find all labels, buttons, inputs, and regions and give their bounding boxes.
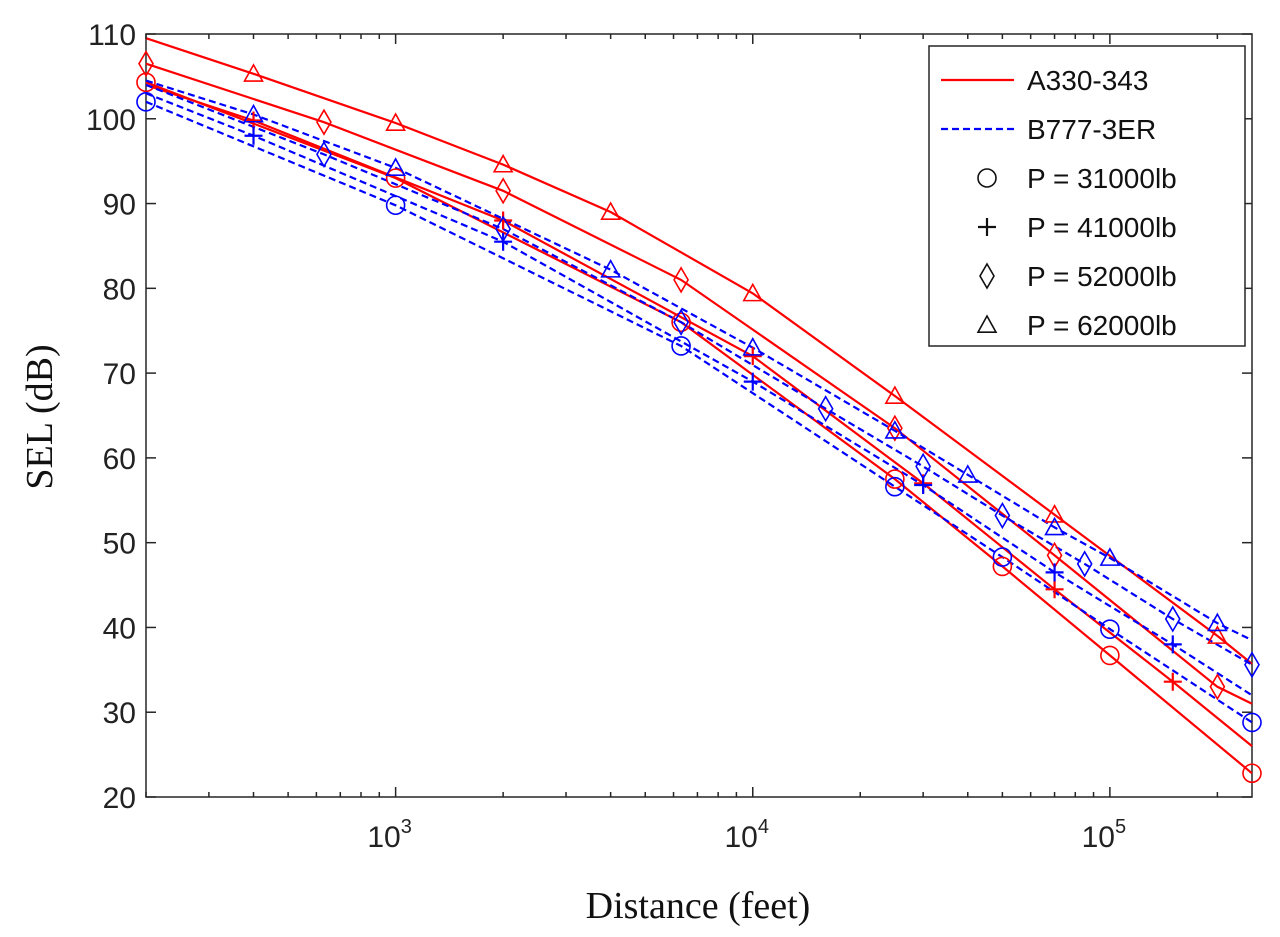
data-point-circle <box>992 556 1013 577</box>
legend-box <box>928 45 1246 347</box>
y-tick-label: 40 <box>103 612 136 645</box>
y-tick-label: 110 <box>88 19 136 52</box>
legend-label: P = 41000lb <box>1027 212 1177 243</box>
data-point-triangle <box>243 63 264 82</box>
data-point-diamond <box>316 108 332 136</box>
data-point-circle <box>136 92 156 112</box>
data-point-circle <box>1100 645 1120 666</box>
data-point-diamond <box>138 50 154 78</box>
data-point-triangle <box>1207 625 1228 644</box>
data-point-circle <box>885 469 905 489</box>
data-point-diamond <box>915 452 932 480</box>
data-point-plus <box>1045 580 1064 599</box>
y-tick-label: 100 <box>86 104 136 137</box>
data-point-diamond <box>495 215 512 243</box>
x-tick-label: 103 <box>367 816 412 854</box>
legend-label: P = 31000lb <box>1027 163 1177 194</box>
data-point-plus <box>244 111 263 130</box>
series-line-2 <box>145 62 1253 705</box>
data-point-triangle <box>243 103 264 123</box>
data-point-diamond <box>886 414 903 442</box>
y-tick-label: 20 <box>103 782 136 815</box>
data-point-diamond <box>817 395 834 423</box>
data-point-plus <box>1163 635 1182 654</box>
data-point-triangle <box>957 464 979 483</box>
y-tick-label: 60 <box>103 443 136 476</box>
legend-label: B777-3ER <box>1027 114 1156 145</box>
data-point-plus <box>1045 563 1064 582</box>
data-point-plus <box>743 372 762 391</box>
data-point-circle <box>671 312 691 333</box>
x-tick-label: 105 <box>1082 816 1127 854</box>
y-tick-label: 70 <box>103 358 136 391</box>
x-tick-label: 104 <box>725 816 770 854</box>
data-point-diamond <box>1209 673 1226 701</box>
data-point-circle <box>385 195 406 216</box>
y-tick-label: 90 <box>103 189 136 222</box>
data-point-plus <box>494 211 513 230</box>
data-point-diamond <box>1244 651 1260 679</box>
legend-marker-plus <box>978 218 996 236</box>
data-point-plus <box>743 347 762 366</box>
data-point-diamond <box>495 177 512 205</box>
data-point-plus <box>244 126 263 145</box>
data-point-triangle <box>600 259 621 278</box>
series-line-5 <box>145 92 1253 697</box>
data-point-circle <box>671 336 691 356</box>
series-line-1 <box>145 83 1253 747</box>
series-line-3 <box>145 37 1253 665</box>
y-tick-label: 80 <box>103 273 136 306</box>
legend-marker-triangle <box>976 314 998 333</box>
data-point-triangle <box>492 153 514 173</box>
data-point-triangle <box>1044 516 1065 536</box>
data-point-circle <box>885 476 905 497</box>
data-point-triangle <box>884 420 906 439</box>
data-point-circle <box>1242 712 1262 733</box>
data-point-triangle <box>1207 612 1228 632</box>
data-point-circle <box>1242 763 1262 784</box>
data-point-triangle <box>884 385 906 405</box>
data-point-diamond <box>673 266 690 294</box>
legend-marker-circle <box>977 168 997 188</box>
y-axis-title: SEL (dB) <box>19 344 61 489</box>
y-tick-label: 30 <box>103 697 136 730</box>
data-point-triangle <box>1099 547 1121 566</box>
y-tick-label: 50 <box>103 528 136 561</box>
data-point-diamond <box>673 308 690 336</box>
series-line-4 <box>145 100 1253 724</box>
legend-label: P = 52000lb <box>1027 261 1177 292</box>
series-line-6 <box>145 83 1253 666</box>
legend-label: A330-343 <box>1027 65 1148 96</box>
data-point-diamond <box>1164 605 1181 633</box>
series-line-7 <box>145 79 1253 642</box>
data-point-triangle <box>385 157 406 176</box>
legend-marker-diamond <box>979 262 995 290</box>
data-point-triangle <box>600 201 621 221</box>
data-point-diamond <box>994 501 1011 530</box>
data-point-diamond <box>316 140 332 168</box>
data-point-circle <box>1100 619 1120 639</box>
data-point-circle <box>992 547 1013 567</box>
data-point-circle <box>136 72 156 93</box>
data-point-triangle <box>1044 504 1065 523</box>
data-point-circle <box>385 168 406 188</box>
data-point-plus <box>1163 672 1182 691</box>
legend-label: P = 62000lb <box>1027 310 1177 341</box>
data-point-triangle <box>742 337 764 356</box>
data-point-triangle <box>742 282 764 302</box>
x-axis-title: Distance (feet) <box>586 885 811 927</box>
data-point-diamond <box>1076 550 1093 578</box>
data-point-triangle <box>385 112 406 132</box>
